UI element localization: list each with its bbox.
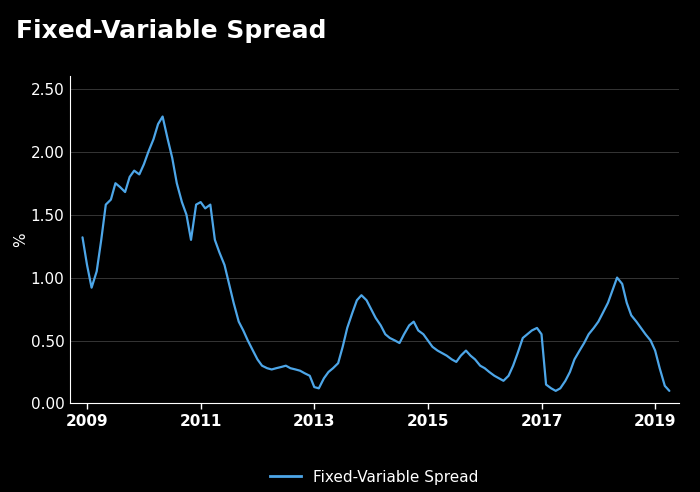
Y-axis label: %: % xyxy=(13,233,28,247)
Text: Fixed-Variable Spread: Fixed-Variable Spread xyxy=(16,19,326,43)
Legend: Fixed-Variable Spread: Fixed-Variable Spread xyxy=(265,463,484,491)
